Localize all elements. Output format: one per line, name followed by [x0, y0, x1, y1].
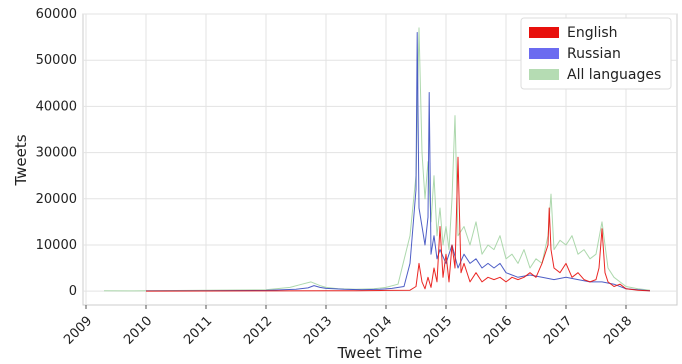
x-tick-label: 2010: [121, 314, 155, 348]
series-line-russian: [145, 32, 651, 292]
y-tick-label: 0: [69, 284, 77, 299]
legend-label-all-languages: All languages: [567, 67, 661, 83]
x-tick-label: 2012: [241, 314, 275, 348]
legend-label-russian: Russian: [567, 46, 621, 62]
x-tick-label: 2017: [541, 314, 575, 348]
y-tick-label: 60000: [36, 7, 77, 22]
x-tick-label: 2014: [361, 314, 395, 348]
x-tick-label: 2009: [61, 314, 95, 348]
x-tick-label: 2011: [181, 314, 215, 348]
x-axis-title: Tweet Time: [337, 344, 423, 362]
series-group: [103, 27, 651, 292]
x-tick-label: 2016: [481, 314, 515, 348]
legend-swatch-english: [529, 27, 559, 38]
legend-swatch-russian: [529, 48, 559, 59]
y-axis-ticks: 0 10000 20000 30000 40000 50000 60000: [36, 7, 77, 299]
series-line-english: [145, 156, 651, 292]
y-tick-label: 20000: [36, 192, 77, 207]
legend-label-english: English: [567, 25, 618, 41]
y-tick-label: 40000: [36, 99, 77, 114]
x-axis-ticks: 2009 2010 2011 2012 2013 2014 2015 2016 2017 2018: [61, 305, 635, 348]
y-tick-label: 50000: [36, 53, 77, 68]
y-tick-label: 10000: [36, 238, 77, 253]
x-tick-label: 2018: [601, 314, 635, 348]
y-tick-label: 30000: [36, 146, 77, 161]
y-axis-title: Tweets: [12, 134, 30, 186]
legend-swatch-all-languages: [529, 69, 559, 80]
legend: English Russian All languages: [520, 17, 672, 90]
x-tick-label: 2015: [421, 314, 455, 348]
x-tick-label: 2013: [301, 314, 335, 348]
